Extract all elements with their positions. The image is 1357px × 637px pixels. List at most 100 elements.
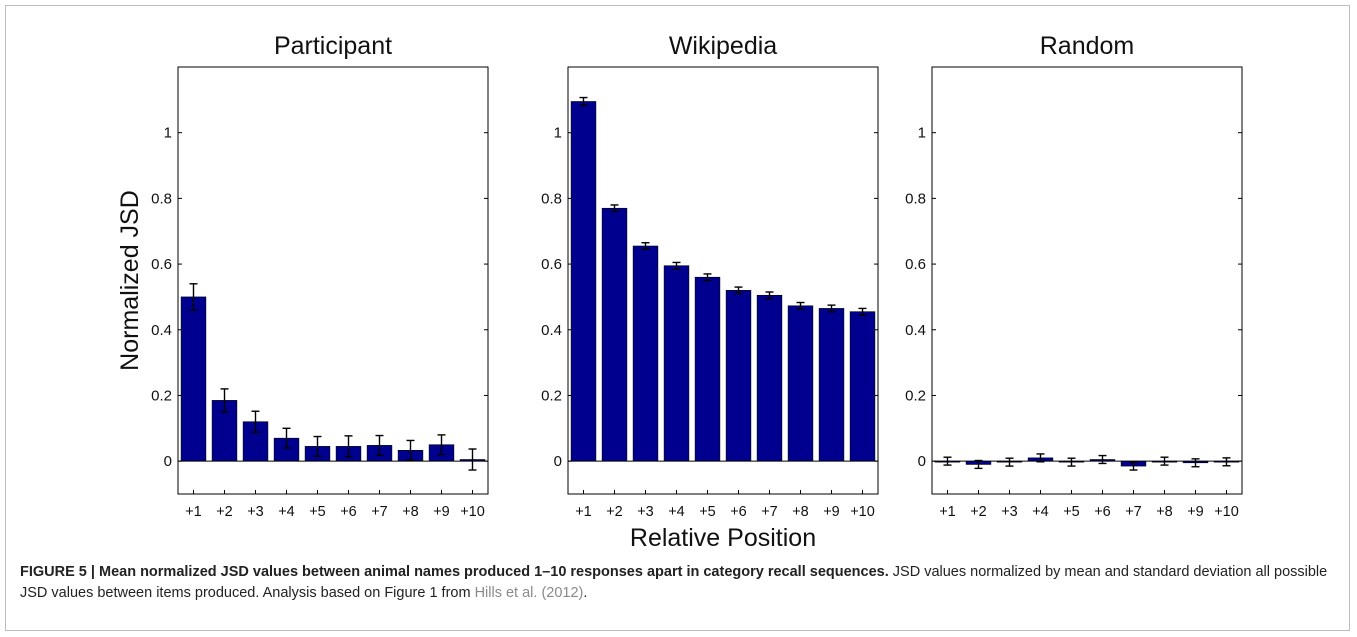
x-tick-label: +7 xyxy=(761,504,778,520)
error-bar xyxy=(1067,457,1076,467)
bar xyxy=(632,245,659,462)
panel-title: Participant xyxy=(274,32,392,60)
bar xyxy=(818,308,845,462)
x-tick-label: +3 xyxy=(637,504,654,520)
error-bar xyxy=(189,283,198,311)
x-tick-label: +8 xyxy=(792,504,809,520)
y-tick-label: 0.2 xyxy=(905,387,926,404)
error-bar xyxy=(220,388,229,413)
error-bar xyxy=(1129,461,1138,471)
x-axis-label: Relative Position xyxy=(630,524,816,551)
error-bar xyxy=(375,434,384,456)
x-tick-label: +9 xyxy=(433,504,450,520)
error-bar xyxy=(437,434,446,456)
x-tick-label: +9 xyxy=(1187,504,1204,520)
x-tick-label: +1 xyxy=(185,504,202,520)
y-tick-label: 0.2 xyxy=(541,387,562,404)
x-tick-label: +8 xyxy=(1156,504,1173,520)
x-tick-label: +5 xyxy=(309,504,326,520)
caption-text: JSD values normalized by mean and standa… xyxy=(20,564,1328,601)
y-tick-label: 0.6 xyxy=(151,256,172,273)
y-tick-label: 0.6 xyxy=(905,256,926,273)
figure-frame: 0 0.2 0.4 0.6 0.8 1 +1 +2 +3 +4 +5 +6 +7 +8 +9 +10 Parti… xyxy=(5,5,1350,631)
y-tick-label: 0 xyxy=(918,453,926,470)
error-bar xyxy=(610,204,619,213)
error-bar xyxy=(1098,454,1107,465)
x-tick-label: +10 xyxy=(850,504,875,520)
y-tick-label: 1 xyxy=(554,125,562,142)
figure-chart: 00.20.40.60.81+1 +2 +3 +4 +5 +6 +7 +8 +9 +10Parti… xyxy=(116,32,1243,551)
bar xyxy=(180,296,207,462)
panel-title: Wikipedia xyxy=(669,32,777,60)
x-tick-label: +2 xyxy=(970,504,987,520)
y-axis-label: Normalized JSD xyxy=(116,190,144,371)
error-bar xyxy=(344,435,353,458)
bar xyxy=(756,294,783,462)
x-tick-label: +3 xyxy=(247,504,264,520)
error-bar xyxy=(641,242,650,250)
error-bar xyxy=(827,304,836,313)
x-tick-label: +6 xyxy=(1094,504,1111,520)
y-tick-label: 0.8 xyxy=(905,190,926,207)
error-bar xyxy=(765,291,774,300)
x-tick-label: +5 xyxy=(699,504,716,520)
error-bar xyxy=(1036,453,1045,463)
error-bar xyxy=(672,261,681,270)
x-tick-label: +9 xyxy=(823,504,840,520)
x-tick-label: +4 xyxy=(1032,504,1049,520)
caption-label: FIGURE 5 | Mean normalized JSD values be… xyxy=(20,564,889,580)
error-bar xyxy=(313,435,322,457)
x-tick-label: +7 xyxy=(1125,504,1142,520)
error-bar xyxy=(703,273,712,282)
y-tick-label: 0.2 xyxy=(151,387,172,404)
panel-participant: 0 0.2 0.4 0.6 0.8 1 +1 +2 +3 +4 +5 +6 +7 +8 +9 +10 Parti… xyxy=(116,32,489,520)
error-bar xyxy=(734,286,743,295)
x-tick-label: +10 xyxy=(460,504,485,520)
x-tick-label: +6 xyxy=(730,504,747,520)
error-bar xyxy=(858,307,867,316)
error-bar xyxy=(1222,457,1231,467)
error-bar xyxy=(579,96,588,107)
error-bar xyxy=(1005,457,1014,467)
error-bar xyxy=(468,448,477,471)
y-tick-label: 0.6 xyxy=(541,256,562,273)
figure-caption: FIGURE 5 | Mean normalized JSD values be… xyxy=(20,562,1342,604)
x-tick-label: +1 xyxy=(939,504,956,520)
error-bar xyxy=(796,301,805,310)
bar xyxy=(725,290,752,462)
error-bar xyxy=(1191,458,1200,468)
caption-citation-link[interactable]: Hills et al. (2012) xyxy=(474,585,584,601)
panel-wikipedia: 0 0.2 0.4 0.6 0.8 1 +1 +2 +3 +4 +5 +6 +7 +8 +9 +10 Wikip… xyxy=(541,32,879,551)
error-bar xyxy=(251,410,260,433)
y-tick-label: 0.4 xyxy=(151,322,172,339)
x-tick-label: +10 xyxy=(1214,504,1239,520)
bar xyxy=(601,207,628,462)
axes-box xyxy=(931,66,1243,495)
y-tick-label: 0.4 xyxy=(905,322,926,339)
x-tick-label: +4 xyxy=(668,504,685,520)
panel-title: Random xyxy=(1040,32,1135,60)
caption-end: . xyxy=(583,585,588,601)
y-tick-label: 1 xyxy=(918,125,926,142)
axes-box xyxy=(177,66,489,495)
x-tick-label: +1 xyxy=(575,504,592,520)
bar xyxy=(694,276,721,462)
y-tick-label: 0.4 xyxy=(541,322,562,339)
x-tick-label: +8 xyxy=(402,504,419,520)
axes-box xyxy=(567,66,879,495)
x-tick-label: +5 xyxy=(1063,504,1080,520)
bar xyxy=(787,305,814,462)
y-tick-label: 0 xyxy=(164,453,172,470)
x-tick-label: +3 xyxy=(1001,504,1018,520)
bar xyxy=(849,311,876,462)
y-tick-label: 0.8 xyxy=(151,190,172,207)
error-bar xyxy=(282,427,291,449)
y-tick-label: 0.8 xyxy=(541,190,562,207)
x-tick-label: +6 xyxy=(340,504,357,520)
x-tick-label: +7 xyxy=(371,504,388,520)
error-bar xyxy=(974,459,983,470)
x-tick-label: +2 xyxy=(606,504,623,520)
error-bar xyxy=(406,439,415,461)
x-tick-label: +2 xyxy=(216,504,233,520)
x-tick-label: +4 xyxy=(278,504,295,520)
